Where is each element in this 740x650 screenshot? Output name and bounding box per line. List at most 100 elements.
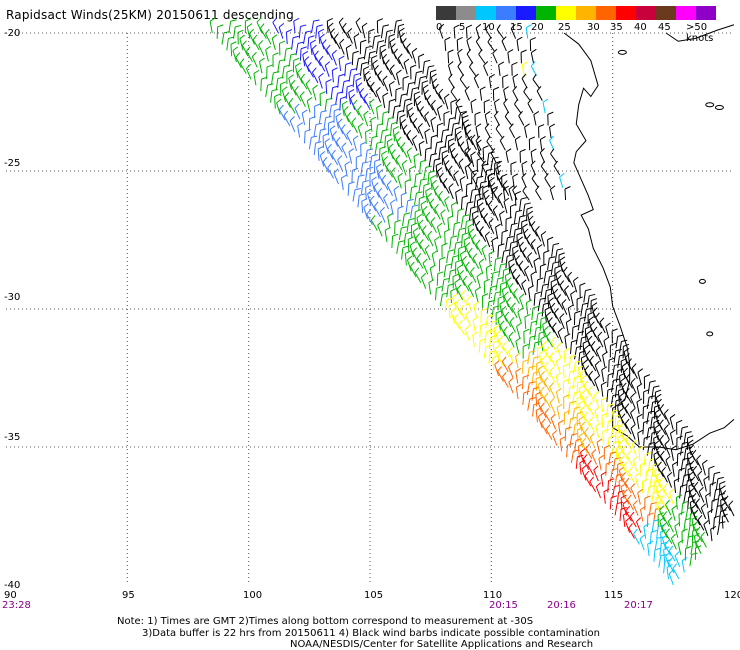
wind-barb bbox=[659, 434, 667, 451]
barb-flag bbox=[450, 288, 457, 292]
barb-flag bbox=[490, 182, 496, 188]
barb-flag bbox=[454, 278, 460, 284]
barb-shaft bbox=[676, 453, 679, 466]
barb-shaft bbox=[579, 337, 582, 350]
barb-flag bbox=[426, 192, 432, 198]
wind-barb bbox=[509, 123, 516, 139]
wind-barb bbox=[552, 322, 559, 339]
barb-flag bbox=[406, 102, 413, 106]
wind-barb bbox=[431, 250, 438, 266]
wind-barb bbox=[479, 323, 487, 338]
barb-flag bbox=[409, 165, 415, 170]
wind-barb bbox=[669, 414, 676, 430]
wind-barb bbox=[376, 104, 383, 120]
wind-barb bbox=[340, 174, 347, 190]
barb-flag bbox=[479, 86, 486, 91]
wind-barb bbox=[722, 506, 729, 523]
barb-flag bbox=[649, 380, 656, 383]
barb-flag bbox=[547, 292, 554, 297]
barb-flag bbox=[577, 454, 584, 458]
barb-flag bbox=[475, 239, 481, 245]
barb-flag bbox=[341, 174, 347, 179]
wind-barb bbox=[595, 482, 602, 499]
lon-label: 95 bbox=[122, 590, 135, 601]
wind-barb bbox=[491, 237, 498, 253]
barb-flag bbox=[493, 187, 498, 193]
barb-shaft bbox=[670, 538, 677, 550]
barb-flag bbox=[621, 382, 627, 388]
barb-shaft bbox=[601, 415, 604, 428]
barb-flag bbox=[428, 279, 435, 284]
barb-flag bbox=[535, 225, 540, 232]
barb-shaft bbox=[444, 231, 446, 244]
wind-barb bbox=[708, 465, 715, 481]
barb-shaft bbox=[401, 247, 404, 260]
wind-barb bbox=[348, 68, 357, 82]
wind-barb bbox=[314, 103, 321, 119]
wind-barb bbox=[370, 215, 378, 231]
barb-flag bbox=[329, 125, 336, 130]
barb-shaft bbox=[317, 148, 320, 161]
wind-barb bbox=[592, 326, 600, 343]
barb-shaft bbox=[355, 21, 362, 34]
barb-flag bbox=[420, 159, 427, 163]
barb-shaft bbox=[503, 103, 510, 114]
wind-barb bbox=[662, 483, 670, 499]
barb-shaft bbox=[567, 276, 574, 288]
wind-barb bbox=[515, 368, 522, 384]
barb-flag bbox=[661, 522, 667, 528]
wind-barb bbox=[308, 116, 316, 131]
barb-flag bbox=[259, 57, 265, 62]
barb-flag bbox=[559, 256, 566, 261]
wind-barb bbox=[654, 389, 662, 405]
barb-flag bbox=[644, 436, 651, 439]
barb-shaft bbox=[460, 216, 464, 229]
barb-flag bbox=[361, 22, 368, 27]
wind-barb bbox=[533, 257, 540, 274]
barb-shaft bbox=[659, 408, 667, 420]
wind-barb bbox=[329, 125, 336, 142]
barb-shaft bbox=[505, 256, 508, 269]
barb-flag bbox=[455, 126, 462, 130]
wind-barb bbox=[660, 450, 667, 467]
barb-flag bbox=[390, 43, 396, 49]
barb-flag bbox=[466, 36, 472, 41]
barb-flag bbox=[232, 46, 238, 51]
barb-shaft bbox=[654, 460, 660, 472]
barb-flag bbox=[697, 470, 703, 476]
barb-flag bbox=[583, 344, 590, 350]
barb-flag bbox=[614, 457, 621, 460]
barb-flag bbox=[459, 141, 465, 147]
barb-shaft bbox=[345, 86, 348, 99]
barb-shaft bbox=[518, 198, 522, 212]
barb-flag bbox=[688, 439, 694, 444]
wind-barb bbox=[394, 219, 401, 235]
barb-shaft bbox=[576, 382, 579, 395]
barb-shaft bbox=[356, 176, 360, 189]
wind-barb bbox=[359, 61, 368, 76]
barb-shaft bbox=[311, 49, 317, 61]
barb-shaft bbox=[390, 171, 398, 183]
barb-shaft bbox=[575, 332, 579, 345]
barb-shaft bbox=[363, 69, 365, 82]
barb-flag bbox=[580, 421, 586, 427]
barb-shaft bbox=[651, 492, 654, 505]
barb-shaft bbox=[541, 345, 548, 357]
wind-barb bbox=[390, 199, 396, 215]
barb-flag bbox=[603, 488, 610, 493]
barb-shaft bbox=[475, 225, 483, 237]
barb-shaft bbox=[505, 237, 509, 250]
barb-shaft bbox=[616, 421, 620, 434]
barb-flag bbox=[657, 398, 662, 404]
wind-barb bbox=[473, 301, 480, 318]
barb-flag bbox=[516, 232, 523, 236]
barb-flag bbox=[266, 64, 273, 68]
barb-flag bbox=[407, 107, 414, 112]
barb-flag bbox=[322, 133, 329, 137]
wind-barb bbox=[562, 378, 570, 394]
wind-barb bbox=[681, 557, 688, 573]
wind-barb bbox=[480, 308, 488, 323]
wind-barb bbox=[472, 253, 480, 269]
wind-barb bbox=[618, 407, 624, 424]
barb-shaft bbox=[660, 499, 668, 511]
